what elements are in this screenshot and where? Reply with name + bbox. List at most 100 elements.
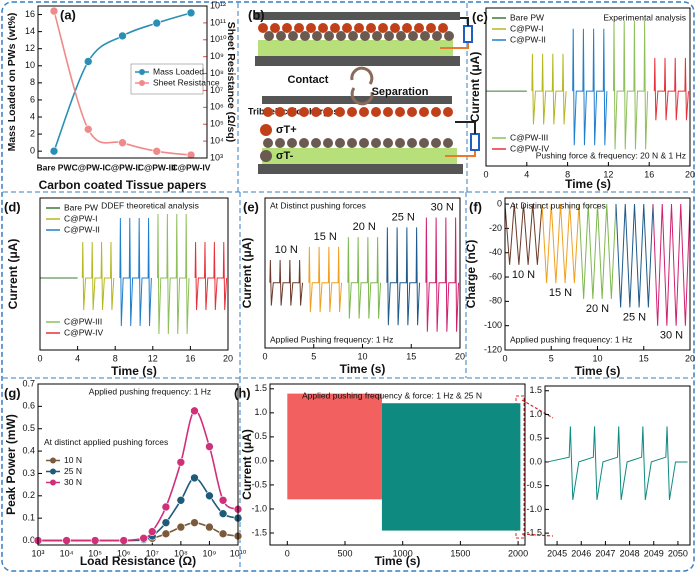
ball (431, 138, 441, 148)
ball (323, 107, 333, 117)
y-axis-label: Current (μA) (6, 239, 20, 310)
x-tick-label: 1500 (450, 548, 470, 558)
ball (432, 31, 442, 41)
series-line (547, 426, 688, 500)
y-tick-label: -80 (489, 296, 502, 306)
marker (205, 442, 214, 451)
series-label: 15 N (314, 231, 337, 243)
marker (218, 495, 228, 505)
legend-label: 30 N (64, 477, 82, 487)
legend-label: C@PW-II (510, 34, 546, 44)
x-tick-label: 10⁴ (60, 548, 74, 558)
ball (299, 138, 309, 148)
ball (371, 107, 381, 117)
x-tick-label: C@PW-III (138, 162, 176, 172)
plot-frame (37, 383, 239, 546)
ball (287, 138, 297, 148)
x-tick-label: 10⁷ (146, 548, 159, 558)
y-tick-label: 0.6 (22, 401, 35, 411)
series-line (578, 204, 617, 299)
marker (147, 527, 157, 536)
x-axis-label: Time (s) (375, 554, 421, 568)
series-line (541, 204, 580, 284)
y-tick-label: -120 (484, 344, 502, 354)
x-axis-label: Time (s) (575, 364, 621, 378)
ball (276, 31, 286, 41)
y-tick-label: -1.0 (526, 504, 542, 514)
series-line (347, 237, 382, 319)
y-tick-label: -40 (489, 247, 502, 257)
y2-tick-label: 10³ (210, 152, 223, 162)
ball (263, 138, 273, 148)
marker (186, 150, 196, 160)
ball (366, 23, 376, 33)
plot-frame (269, 383, 526, 546)
y-axis-label: Current (μA) (468, 52, 482, 123)
marker (118, 31, 127, 41)
x-tick-label: 10¹⁰ (230, 548, 247, 558)
marker (218, 529, 228, 539)
x-tick-label: 8 (565, 169, 570, 179)
panel-label: (e) (243, 199, 259, 214)
y-tick-label: 0.5 (22, 423, 35, 433)
y-tick-label: -60 (489, 271, 502, 281)
x-tick-label: 20 (685, 169, 695, 179)
y2-axis-label: Sheet Resistance (Ω/sq) (225, 22, 237, 142)
x-tick-label: 4 (524, 169, 529, 179)
ball (438, 23, 448, 33)
ball (419, 138, 429, 148)
marker (139, 533, 148, 543)
panel-label: (b) (248, 7, 265, 22)
ball (359, 107, 369, 117)
marker (205, 522, 214, 532)
marker (119, 536, 129, 545)
x-axis-label: Load Resistance (Ω) (80, 554, 196, 568)
x-tick-label: C@PW-I (72, 162, 105, 172)
marker (176, 495, 186, 505)
series-line (53, 10, 192, 156)
tissue-layer (262, 96, 452, 104)
ball (395, 107, 405, 117)
ball (431, 107, 441, 117)
marker (62, 536, 71, 545)
legend-label: Bare PW (510, 12, 544, 22)
ball (323, 138, 333, 148)
ball (354, 23, 364, 33)
y-tick-label: -0.5 (251, 479, 267, 489)
panel-label: (a) (60, 7, 76, 22)
legend-marker (50, 468, 56, 475)
ball (275, 107, 285, 117)
x-tick-label: 2045 (547, 548, 567, 558)
resistor (463, 25, 473, 43)
marker (161, 518, 171, 527)
ball (378, 23, 388, 33)
ball (390, 23, 400, 33)
panel-label: (h) (234, 385, 251, 400)
marker (152, 18, 162, 28)
ball (324, 31, 334, 41)
annotation: Applied pushing frequency & force: 1 Hz … (302, 390, 482, 400)
x-tick-label: 20 (223, 353, 233, 363)
legend-label: Sheet Resistance (153, 77, 220, 87)
legend-label: 10 N (64, 455, 82, 465)
current-band (381, 403, 521, 531)
marker (190, 518, 199, 527)
y-tick-label: 0.1 (22, 513, 35, 523)
marker (49, 6, 59, 16)
ball (311, 138, 321, 148)
x-tick-label: C@PW-II (105, 162, 141, 172)
series-label: 25 N (623, 311, 646, 323)
ball (330, 23, 340, 33)
annotation: Applied pushing frequency: 1 Hz (510, 334, 632, 344)
y-tick-label: 1.0 (254, 407, 267, 417)
legend-label: C@PW-I (64, 213, 98, 223)
ball (383, 138, 393, 148)
series-line (531, 53, 567, 125)
ball (275, 138, 285, 148)
y2-tick-label: 10⁴ (210, 135, 224, 145)
x-tick-label: 15 (639, 353, 649, 363)
series-line (572, 28, 608, 146)
legend-marker (139, 80, 145, 86)
electrode (262, 148, 457, 164)
ball (396, 31, 406, 41)
